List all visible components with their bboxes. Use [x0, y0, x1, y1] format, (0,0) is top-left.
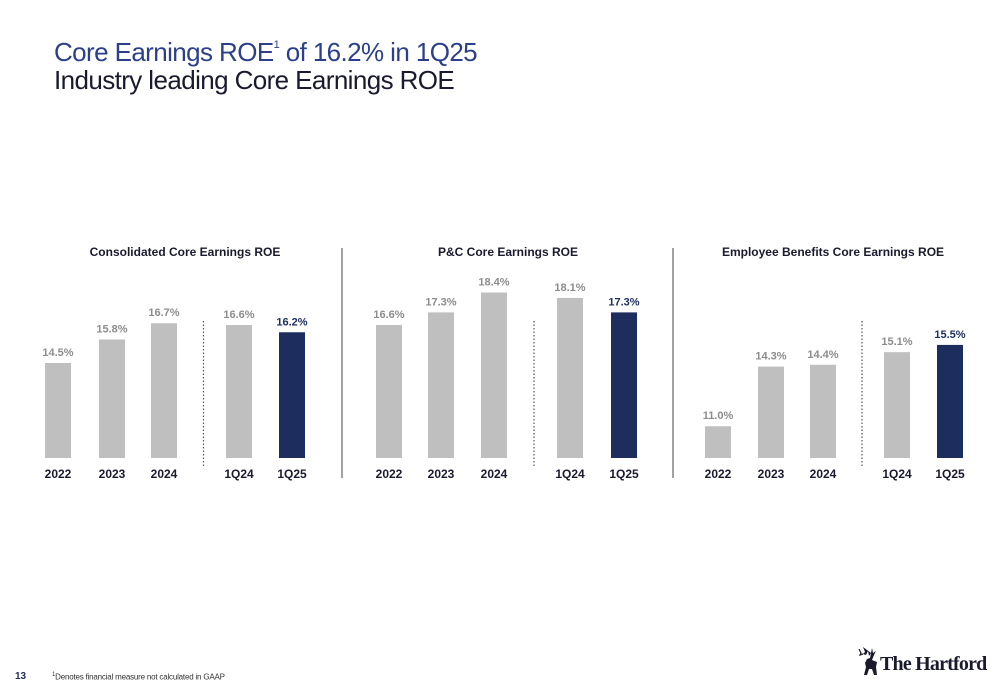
bar-2022: [705, 426, 731, 458]
bar-2024: [810, 364, 836, 458]
x-tick-label: 1Q24: [555, 467, 585, 481]
chart-title: P&C Core Earnings ROE: [438, 245, 578, 259]
x-tick-label: 2023: [428, 467, 455, 481]
x-tick-label: 2024: [481, 467, 508, 481]
footnote: 1Denotes financial measure not calculate…: [52, 672, 225, 682]
x-tick-label: 1Q24: [882, 467, 912, 481]
x-tick-label: 2022: [705, 467, 732, 481]
data-label: 17.3%: [425, 296, 456, 308]
title-line-2: Industry leading Core Earnings ROE: [54, 65, 455, 96]
bar-1Q25: [279, 332, 305, 458]
x-tick-label: 1Q25: [277, 467, 307, 481]
data-label: 18.1%: [554, 282, 585, 294]
data-label: 18.4%: [478, 277, 509, 289]
bar-2022: [45, 362, 71, 458]
x-tick-label: 2024: [151, 467, 178, 481]
bar-1Q24: [884, 352, 910, 458]
data-label: 17.3%: [608, 296, 639, 308]
bar-2024: [481, 292, 507, 458]
data-label: 16.6%: [373, 309, 404, 321]
x-tick-label: 1Q25: [609, 467, 639, 481]
logo-text: The Hartford: [880, 653, 987, 675]
x-tick-label: 2022: [376, 467, 403, 481]
x-tick-label: 2024: [810, 467, 837, 481]
chart-title: Consolidated Core Earnings ROE: [90, 245, 281, 259]
x-tick-label: 1Q25: [935, 467, 965, 481]
title-line-1: Core Earnings ROE1 of 16.2% in 1Q25: [54, 37, 478, 67]
x-tick-label: 2023: [99, 467, 126, 481]
data-label: 15.1%: [881, 336, 912, 348]
data-label: 16.7%: [148, 307, 179, 319]
page-number: 13: [15, 671, 27, 682]
data-label: 14.5%: [42, 347, 73, 359]
x-tick-label: 2022: [45, 467, 72, 481]
bar-2023: [99, 339, 125, 458]
x-tick-label: 1Q24: [224, 467, 254, 481]
bar-1Q25: [611, 312, 637, 458]
stag-icon: [858, 647, 877, 675]
data-label: 16.2%: [276, 316, 307, 328]
x-tick-label: 2023: [758, 467, 785, 481]
page-title: Core Earnings ROE1 of 16.2% in 1Q25 Indu…: [54, 37, 478, 96]
data-label: 14.3%: [755, 351, 786, 363]
bar-2024: [151, 323, 177, 458]
chart-title: Employee Benefits Core Earnings ROE: [722, 245, 944, 259]
data-label: 14.4%: [807, 349, 838, 361]
data-label: 16.6%: [223, 309, 254, 321]
bar-2023: [758, 366, 784, 458]
the-hartford-logo: The Hartford: [857, 645, 987, 681]
data-label: 11.0%: [703, 410, 734, 422]
bar-1Q24: [557, 297, 583, 458]
bar-2023: [428, 312, 454, 458]
data-label: 15.8%: [96, 323, 127, 335]
bar-1Q25: [937, 344, 963, 458]
bar-2022: [376, 325, 402, 458]
data-label: 15.5%: [934, 329, 965, 341]
bar-1Q24: [226, 325, 252, 458]
